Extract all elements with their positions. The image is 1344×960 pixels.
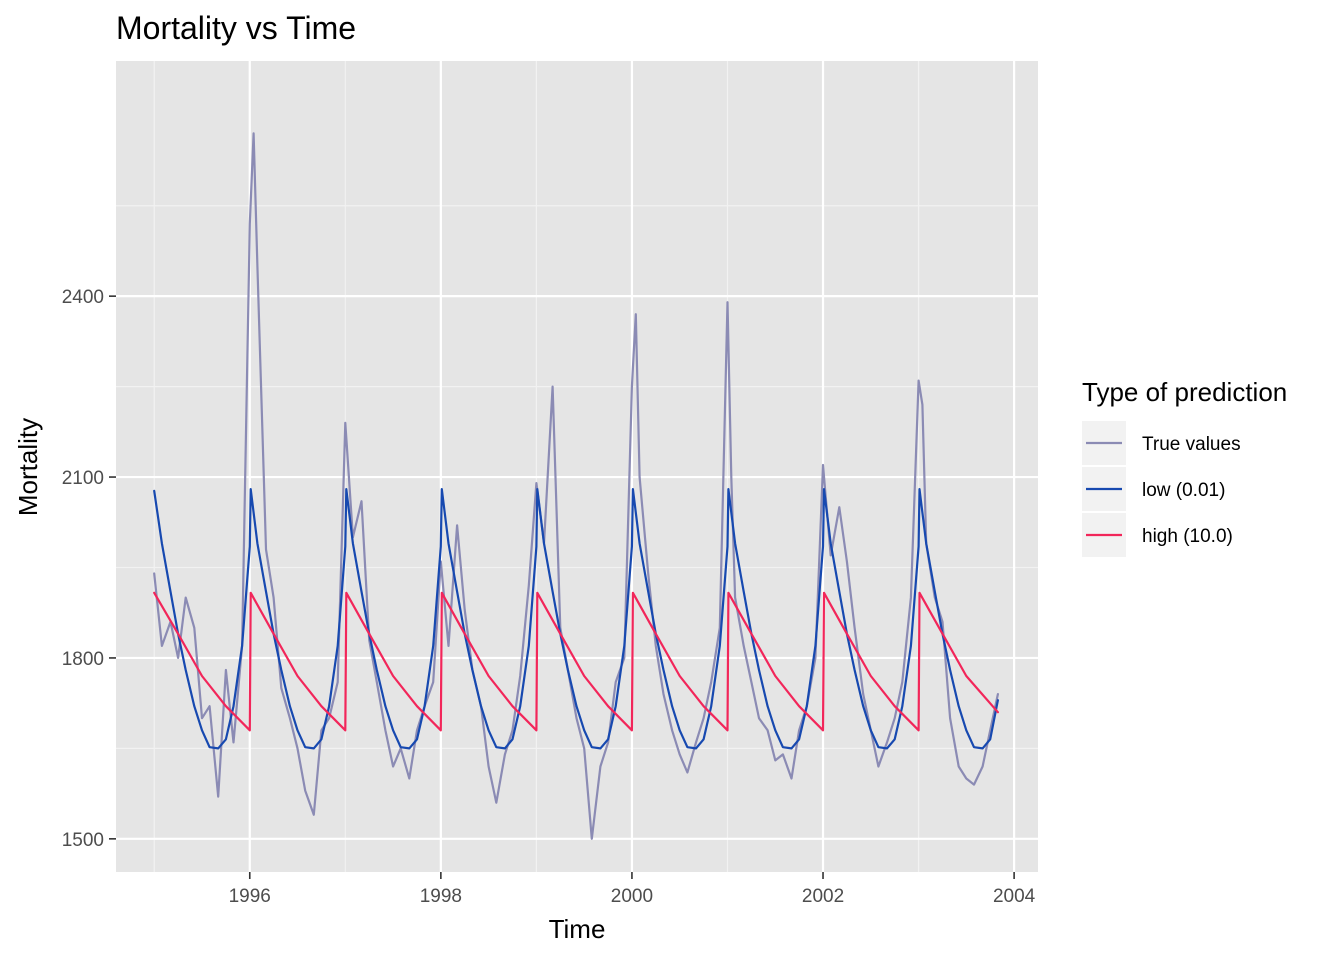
series-line-high-10-0 [153,591,1000,732]
legend-label-true-values: True values [1142,434,1241,455]
grid-minor [116,61,1038,872]
y-axis-label: Mortality [13,418,43,516]
legend-label-high-10-0: high (10.0) [1142,526,1233,547]
grid-major [116,61,1038,872]
y-axis: 1500 1800 2100 2400 [62,287,116,851]
y-tick-label-1500: 1500 [62,830,104,851]
y-tick-label-2400: 2400 [62,287,104,308]
series-line-true-values [153,132,1000,840]
legend: Type of prediction True values low (0.01)… [1082,377,1287,557]
plot-panel [116,61,1038,872]
legend-title: Type of prediction [1082,377,1287,407]
chart-title: Mortality vs Time [116,10,356,46]
x-tick-label-1998: 1998 [420,886,462,907]
series-line-low-0-01 [153,488,1000,750]
series-layer [153,132,1000,840]
y-tick-label-2100: 2100 [62,468,104,489]
x-tick-label-1996: 1996 [229,886,271,907]
x-tick-label-2004: 2004 [993,886,1036,907]
x-axis-label: Time [549,914,606,944]
legend-label-low-0-01: low (0.01) [1142,480,1225,501]
y-tick-label-1800: 1800 [62,649,104,670]
x-tick-label-2000: 2000 [611,886,653,907]
legend-entries: True values low (0.01) high (10.0) [1082,421,1241,557]
x-axis: 1996 1998 2000 2002 2004 [229,872,1036,907]
x-tick-label-2002: 2002 [802,886,844,907]
